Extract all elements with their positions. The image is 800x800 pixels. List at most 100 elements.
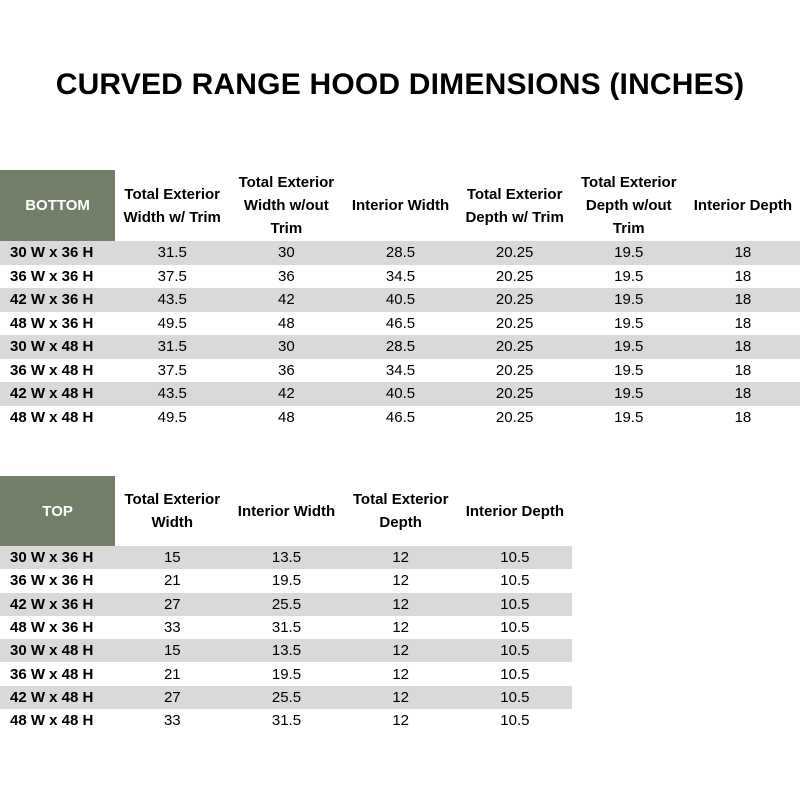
corner-header: BOTTOM xyxy=(0,170,116,241)
cell: 37.5 xyxy=(157,361,187,379)
table-row: 30 W x 36 H 31.5 30 28.5 20.25 19.5 18 xyxy=(0,241,800,265)
column-header: Total Exterior Depth w/ Trim xyxy=(465,185,564,226)
cell: 10.5 xyxy=(457,639,572,663)
cell: 12 xyxy=(343,639,458,663)
cell: 31.5 xyxy=(271,712,302,730)
cell: 12 xyxy=(392,712,409,730)
cell: 18 xyxy=(685,288,800,312)
row-label: 36 W x 48 H xyxy=(10,361,94,379)
cell: 10.5 xyxy=(500,712,530,730)
table-row: 36 W x 36 H 21 19.5 12 10.5 xyxy=(0,569,572,592)
cell: 28.5 xyxy=(343,335,458,359)
cell: 13.5 xyxy=(229,639,344,663)
row-label: 42 W x 36 H xyxy=(0,592,116,616)
cell: 48 xyxy=(278,408,295,426)
cell: 20.25 xyxy=(457,382,572,406)
cell: 12 xyxy=(392,665,409,683)
cell: 27 xyxy=(115,685,230,710)
cell: 27 xyxy=(115,592,230,616)
cell: 40.5 xyxy=(343,382,458,406)
cell: 19.5 xyxy=(571,335,686,359)
cell: 34.5 xyxy=(385,361,416,379)
table-row: 48 W x 36 H 33 31.5 12 10.5 xyxy=(0,616,572,639)
row-label: 48 W x 36 H xyxy=(10,619,94,637)
cell: 10.5 xyxy=(500,572,530,590)
cell: 20.25 xyxy=(495,314,534,332)
cell: 15 xyxy=(115,639,230,663)
cell: 12 xyxy=(392,619,409,637)
column-header: Interior Depth xyxy=(693,197,793,214)
cell: 31.5 xyxy=(271,619,302,637)
header-row: TOP Total Exterior Width Interior Width Tot… xyxy=(0,476,572,546)
cell: 42 xyxy=(229,382,344,406)
table-row: 36 W x 48 H 37.5 36 34.5 20.25 19.5 18 xyxy=(0,359,800,383)
table-row: 42 W x 36 H 43.5 42 40.5 20.25 19.5 18 xyxy=(0,288,800,312)
column-header: Total Exterior Depth w/out Trim xyxy=(580,174,677,237)
cell: 20.25 xyxy=(457,288,572,312)
table-row: 30 W x 48 H 15 13.5 12 10.5 xyxy=(0,639,572,663)
row-label: 48 W x 48 H xyxy=(10,408,94,426)
row-label: 36 W x 36 H xyxy=(10,267,94,285)
row-label: 48 W x 48 H xyxy=(10,712,94,730)
cell: 49.5 xyxy=(157,314,187,332)
cell: 19.5 xyxy=(571,382,686,406)
cell: 19.5 xyxy=(614,408,644,426)
cell: 31.5 xyxy=(115,335,230,359)
table-row: 30 W x 36 H 15 13.5 12 10.5 xyxy=(0,546,572,570)
cell: 21 xyxy=(163,665,181,683)
cell: 30 xyxy=(229,335,344,359)
header-row: BOTTOM Total Exterior Width w/ Trim Total … xyxy=(0,170,800,241)
table-row: 48 W x 48 H 49.5 48 46.5 20.25 19.5 18 xyxy=(0,406,800,430)
row-label: 42 W x 36 H xyxy=(0,288,116,312)
cell: 10.5 xyxy=(457,592,572,616)
table-row: 48 W x 48 H 33 31.5 12 10.5 xyxy=(0,709,572,732)
cell: 25.5 xyxy=(229,685,344,710)
table-row: 48 W x 36 H 49.5 48 46.5 20.25 19.5 18 xyxy=(0,312,800,336)
cell: 36 xyxy=(278,267,295,285)
table-row: 42 W x 48 H 43.5 42 40.5 20.25 19.5 18 xyxy=(0,382,800,406)
cell: 10.5 xyxy=(457,685,572,710)
table-row: 36 W x 48 H 21 19.5 12 10.5 xyxy=(0,662,572,685)
page-title: CURVED RANGE HOOD DIMENSIONS (INCHES) xyxy=(55,68,745,101)
cell: 19.5 xyxy=(614,361,644,379)
cell: 33 xyxy=(163,619,181,637)
row-label: 36 W x 48 H xyxy=(10,665,94,683)
cell: 30 xyxy=(229,241,344,265)
cell: 19.5 xyxy=(571,288,686,312)
cell: 10.5 xyxy=(457,546,572,570)
cell: 19.5 xyxy=(614,314,644,332)
cell: 10.5 xyxy=(500,665,530,683)
row-label: 30 W x 36 H xyxy=(0,546,116,570)
row-label: 30 W x 36 H xyxy=(0,241,116,265)
cell: 31.5 xyxy=(115,241,230,265)
row-label: 30 W x 48 H xyxy=(0,335,116,359)
cell: 12 xyxy=(343,592,458,616)
cell: 43.5 xyxy=(115,382,230,406)
column-header: Total Exterior Width w/out Trim xyxy=(238,174,335,237)
cell: 18 xyxy=(734,361,752,379)
cell: 20.25 xyxy=(495,361,534,379)
cell: 10.5 xyxy=(500,619,530,637)
cell: 46.5 xyxy=(385,314,416,332)
cell: 20.25 xyxy=(495,267,534,285)
cell: 46.5 xyxy=(385,408,416,426)
cell: 19.5 xyxy=(614,267,644,285)
column-header: Interior Depth xyxy=(465,502,565,520)
column-header: Total Exterior Width w/ Trim xyxy=(123,185,221,226)
cell: 12 xyxy=(392,572,409,590)
cell: 13.5 xyxy=(229,546,344,570)
cell: 19.5 xyxy=(271,665,302,683)
cell: 18 xyxy=(685,382,800,406)
corner-header: TOP xyxy=(0,476,116,546)
column-header: Interior Width xyxy=(351,197,450,214)
table-row: 42 W x 36 H 27 25.5 12 10.5 xyxy=(0,592,572,616)
column-header: Total Exterior Width xyxy=(124,491,221,531)
row-label: 36 W x 36 H xyxy=(10,572,94,590)
cell: 36 xyxy=(278,361,295,379)
row-label: 48 W x 36 H xyxy=(10,314,94,332)
table-row: 42 W x 48 H 27 25.5 12 10.5 xyxy=(0,685,572,710)
cell: 18 xyxy=(685,241,800,265)
cell: 12 xyxy=(343,685,458,710)
cell: 20.25 xyxy=(495,408,534,426)
